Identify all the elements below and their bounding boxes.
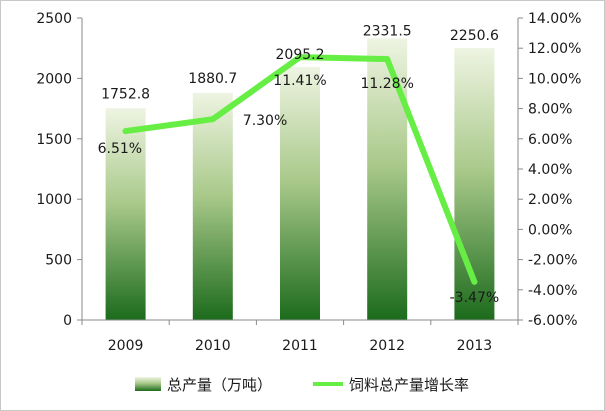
line-value-label: 7.30%	[243, 113, 287, 129]
y-right-tick-label: 0.00%	[528, 222, 572, 238]
y-left-tick-label: 0	[63, 313, 72, 329]
bar-value-label: 2250.6	[450, 28, 499, 44]
y-right-tick-label: -6.00%	[528, 313, 578, 329]
y-right-tick-label: 6.00%	[528, 132, 572, 148]
growth-rate-point	[209, 116, 216, 123]
bar-series	[105, 38, 495, 321]
growth-rate-point	[471, 278, 478, 285]
data-labels: 1752.8 1880.7 2095.2 2331.5 2250.6 6.51% 7.30%…	[98, 23, 500, 305]
bar-value-label: 2095.2	[276, 47, 325, 63]
y-right-tick-label: -4.00%	[528, 283, 578, 299]
y-left-tick-label: 2500	[36, 11, 72, 27]
line-value-label: -3.47%	[450, 290, 500, 306]
x-tick-label: 2010	[195, 338, 231, 354]
line-value-label: 11.41%	[273, 73, 326, 89]
y-right-tick-label: 4.00%	[528, 162, 572, 178]
x-tick-label: 2011	[282, 338, 318, 354]
x-tick-label: 2009	[108, 338, 144, 354]
y-right-tick-label: 10.00%	[528, 71, 581, 87]
x-tick-label: 2013	[457, 338, 493, 354]
bar-2011	[280, 66, 320, 320]
y-right-tick-label: 12.00%	[528, 41, 581, 57]
legend-label-line: 饲料总产量增长率	[349, 376, 469, 394]
legend-label-bar: 总产量（万吨）	[167, 376, 272, 394]
y-left-tick-label: 500	[45, 253, 72, 269]
growth-rate-point	[384, 56, 391, 63]
y-right-tick-label: 2.00%	[528, 192, 572, 208]
bar-2010	[192, 92, 233, 321]
line-series	[122, 54, 478, 285]
axes: 0 500 1000 1500 2000 2500 -6.00% -4.00% -2.00% 0.…	[36, 11, 581, 354]
bar-value-label: 1752.8	[101, 86, 150, 102]
y-right-tick-label: 8.00%	[528, 102, 572, 118]
growth-rate-point	[122, 128, 129, 135]
line-value-label: 11.28%	[361, 76, 414, 92]
y-right-tick-label: -2.00%	[528, 253, 578, 269]
bar-value-label: 1880.7	[188, 71, 237, 87]
legend: 总产量（万吨） 饲料总产量增长率	[135, 376, 469, 394]
legend-swatch-bar	[135, 377, 161, 391]
y-left-tick-label: 1500	[36, 132, 72, 148]
growth-rate-point	[297, 54, 303, 61]
line-value-label: 6.51%	[98, 141, 142, 157]
bar-2009	[105, 108, 146, 321]
y-left-tick-label: 2000	[36, 71, 72, 87]
y-left-tick-label: 1000	[36, 192, 72, 208]
y-right-tick-label: 14.00%	[528, 11, 581, 27]
bar-value-label: 2331.5	[363, 23, 412, 39]
x-tick-label: 2012	[369, 338, 405, 354]
